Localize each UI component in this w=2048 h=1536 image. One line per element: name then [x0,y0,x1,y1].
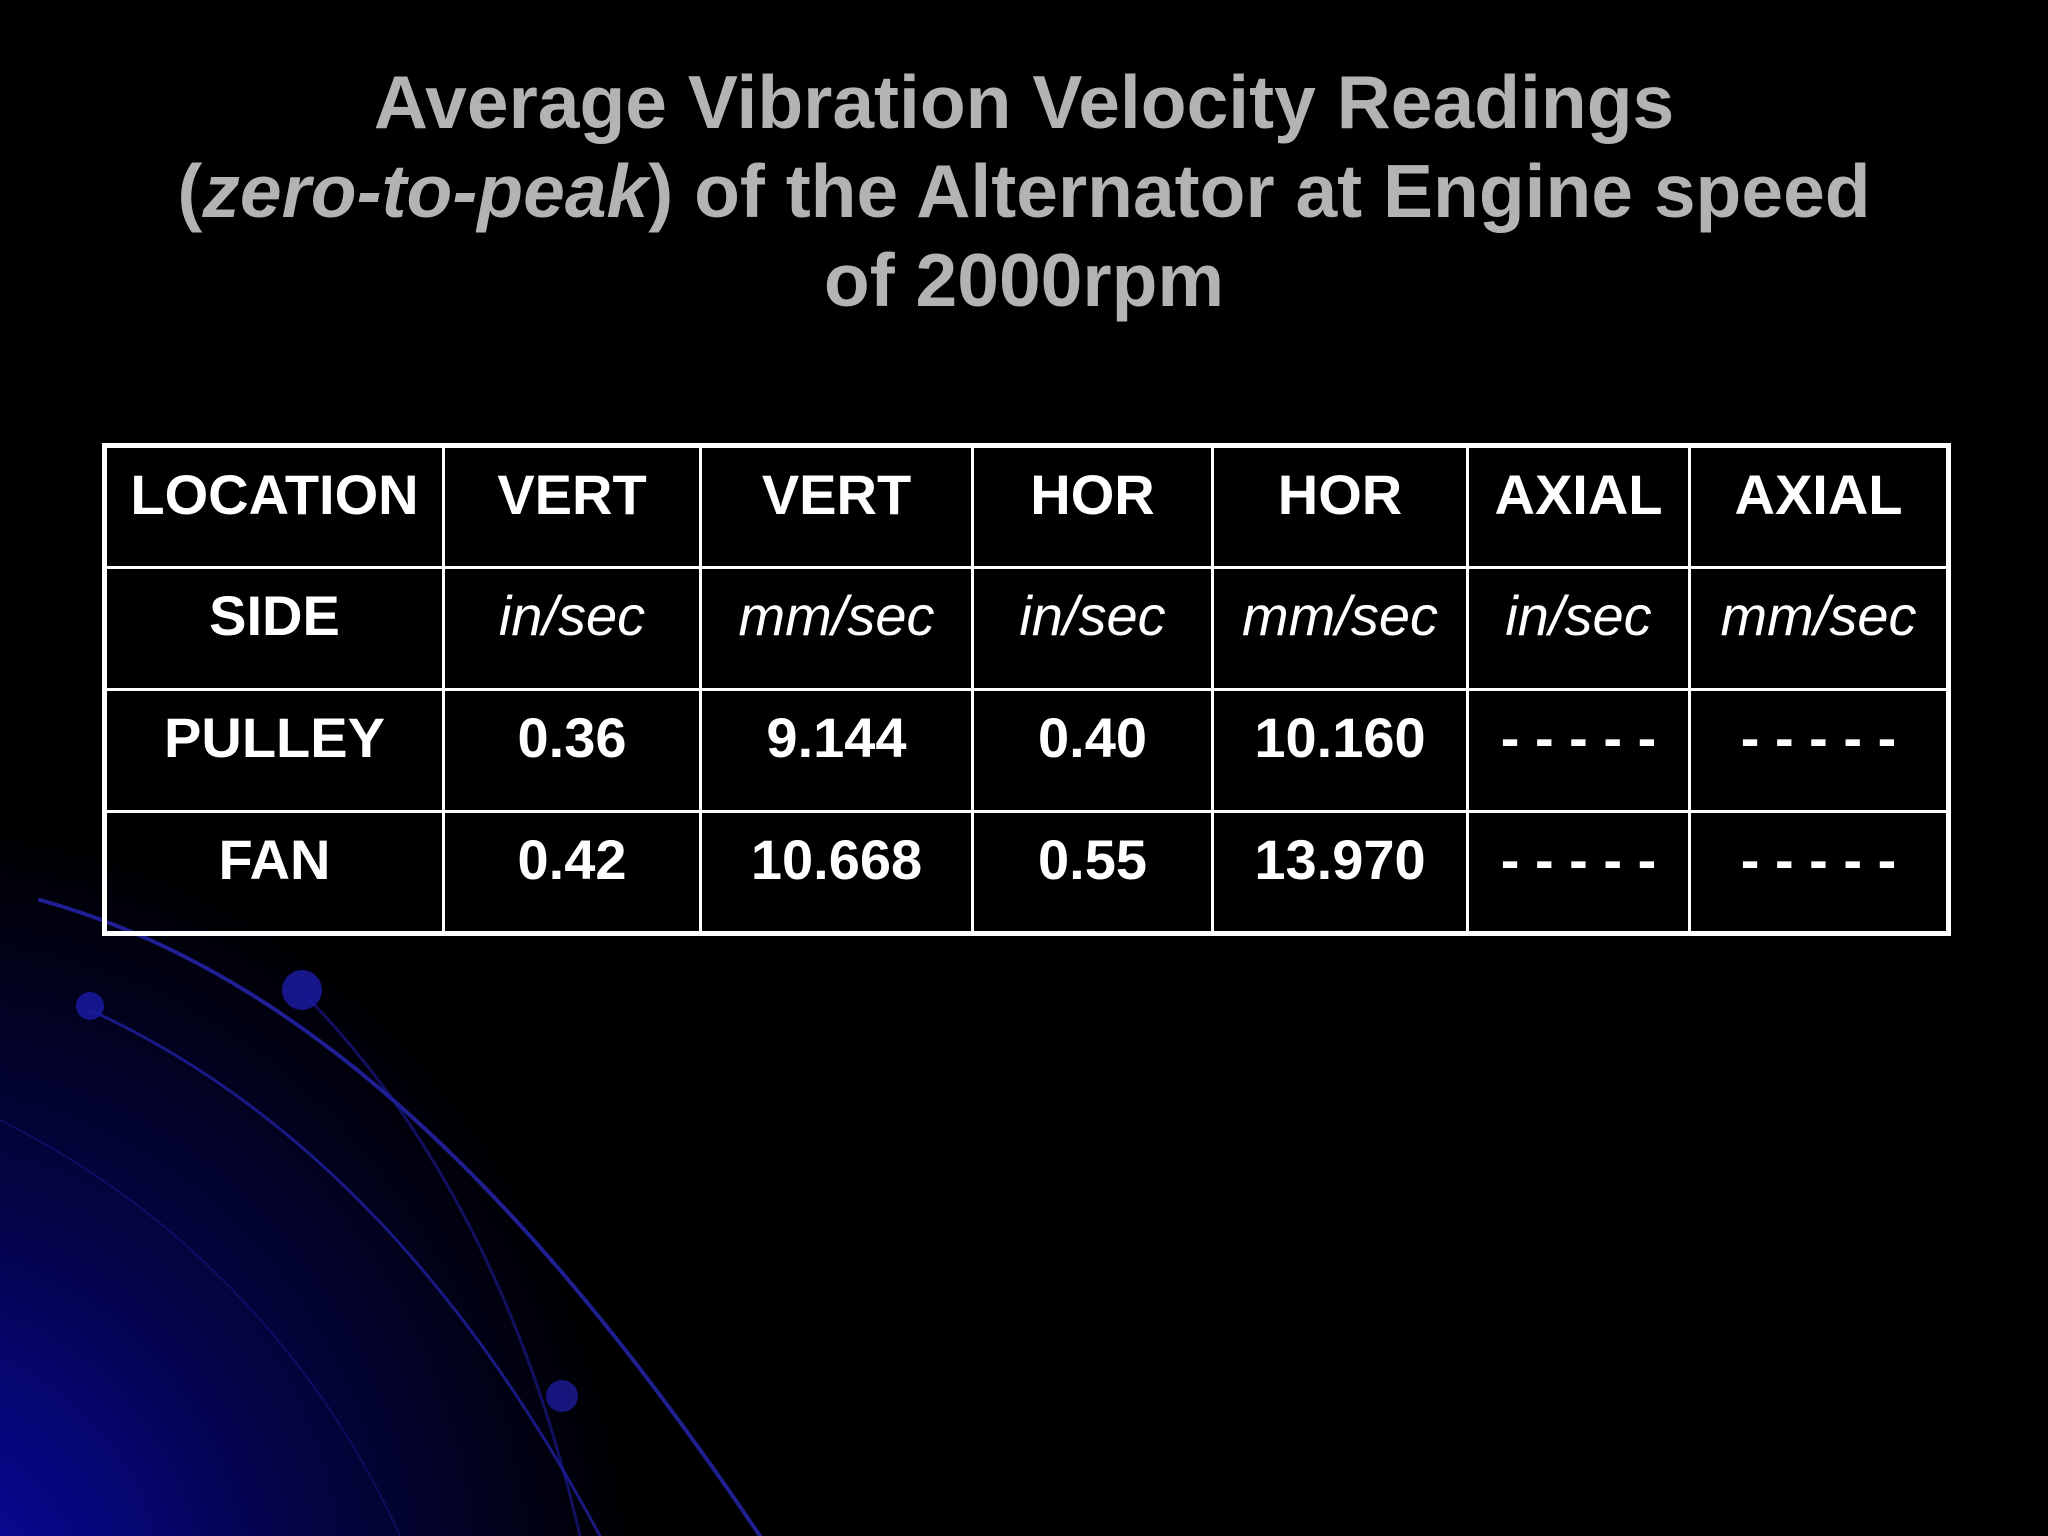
table-cell: 0.55 [971,810,1214,935]
row-label-cell: FAN [103,810,445,935]
table-cell: 9.144 [699,688,974,813]
header-cell-location: LOCATION [103,444,445,569]
header-cell-vert: VERT [699,444,974,569]
header-cell-axial: AXIAL [1466,444,1691,569]
table-row: PULLEY 0.36 9.144 0.40 10.160 - - - - - … [103,688,1950,813]
table-cell: - - - - - [1688,688,1950,813]
header-cell-hor: HOR [971,444,1214,569]
title-italic-term: zero-to-peak [202,149,649,233]
slide-title: Average Vibration Velocity Readings (zer… [100,58,1948,325]
table-units-row: SIDE in/sec mm/sec in/sec mm/sec in/sec … [103,566,1950,691]
title-line-2: (zero-to-peak) of the Alternator at Engi… [100,147,1948,236]
header-cell-vert: VERT [442,444,702,569]
units-cell: mm/sec [1688,566,1950,691]
title-line-3: of 2000rpm [823,238,1225,322]
table-cell: - - - - - [1466,688,1691,813]
header-cell-hor: HOR [1211,444,1469,569]
title-open-paren: ( [177,149,203,233]
table-row: FAN 0.42 10.668 0.55 13.970 - - - - - - … [103,810,1950,935]
table-header-row: LOCATION VERT VERT HOR HOR AXIAL AXIAL [103,444,1950,569]
title-line-1: Average Vibration Velocity Readings [373,60,1675,144]
header-cell-axial: AXIAL [1688,444,1950,569]
units-cell: mm/sec [699,566,974,691]
table-cell: 13.970 [1211,810,1469,935]
table-cell: 0.40 [971,688,1214,813]
units-cell-side: SIDE [103,566,445,691]
table-cell: 10.668 [699,810,974,935]
units-cell: in/sec [971,566,1214,691]
table-cell: 0.42 [442,810,702,935]
units-cell: in/sec [1466,566,1691,691]
vibration-readings-table: LOCATION VERT VERT HOR HOR AXIAL AXIAL S… [102,443,1951,936]
title-line-2-rest: ) of the Alternator at Engine speed [648,149,1871,233]
table-cell: 10.160 [1211,688,1469,813]
row-label-cell: PULLEY [103,688,445,813]
table-cell: 0.36 [442,688,702,813]
units-cell: mm/sec [1211,566,1469,691]
units-cell: in/sec [442,566,702,691]
table-cell: - - - - - [1466,810,1691,935]
table-cell: - - - - - [1688,810,1950,935]
